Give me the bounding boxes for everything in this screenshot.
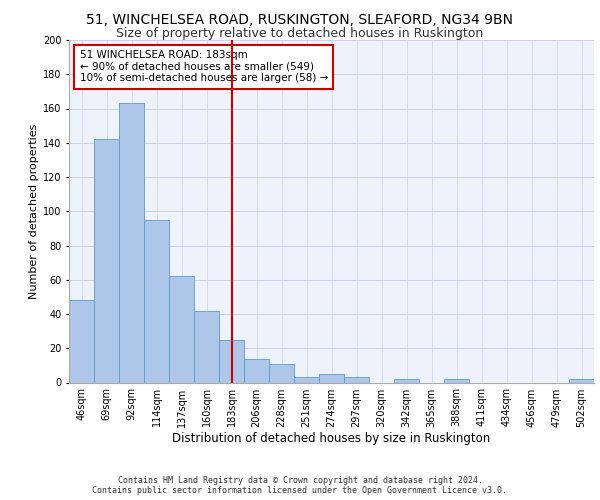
Bar	[319, 374, 344, 382]
Bar	[569, 379, 594, 382]
Bar	[444, 379, 469, 382]
Text: Contains HM Land Registry data © Crown copyright and database right 2024.
Contai: Contains HM Land Registry data © Crown c…	[92, 476, 508, 495]
Bar	[169, 276, 194, 382]
Text: Size of property relative to detached houses in Ruskington: Size of property relative to detached ho…	[116, 28, 484, 40]
Bar	[269, 364, 294, 382]
Text: 51 WINCHELSEA ROAD: 183sqm
← 90% of detached houses are smaller (549)
10% of sem: 51 WINCHELSEA ROAD: 183sqm ← 90% of deta…	[79, 50, 328, 84]
Bar	[194, 310, 219, 382]
Bar	[344, 378, 369, 382]
Y-axis label: Number of detached properties: Number of detached properties	[29, 124, 38, 299]
Bar	[94, 140, 119, 382]
X-axis label: Distribution of detached houses by size in Ruskington: Distribution of detached houses by size …	[172, 432, 491, 446]
Bar	[244, 358, 269, 382]
Bar	[69, 300, 94, 382]
Bar	[119, 104, 144, 382]
Text: 51, WINCHELSEA ROAD, RUSKINGTON, SLEAFORD, NG34 9BN: 51, WINCHELSEA ROAD, RUSKINGTON, SLEAFOR…	[86, 12, 514, 26]
Bar	[394, 379, 419, 382]
Bar	[144, 220, 169, 382]
Bar	[219, 340, 244, 382]
Bar	[294, 378, 319, 382]
